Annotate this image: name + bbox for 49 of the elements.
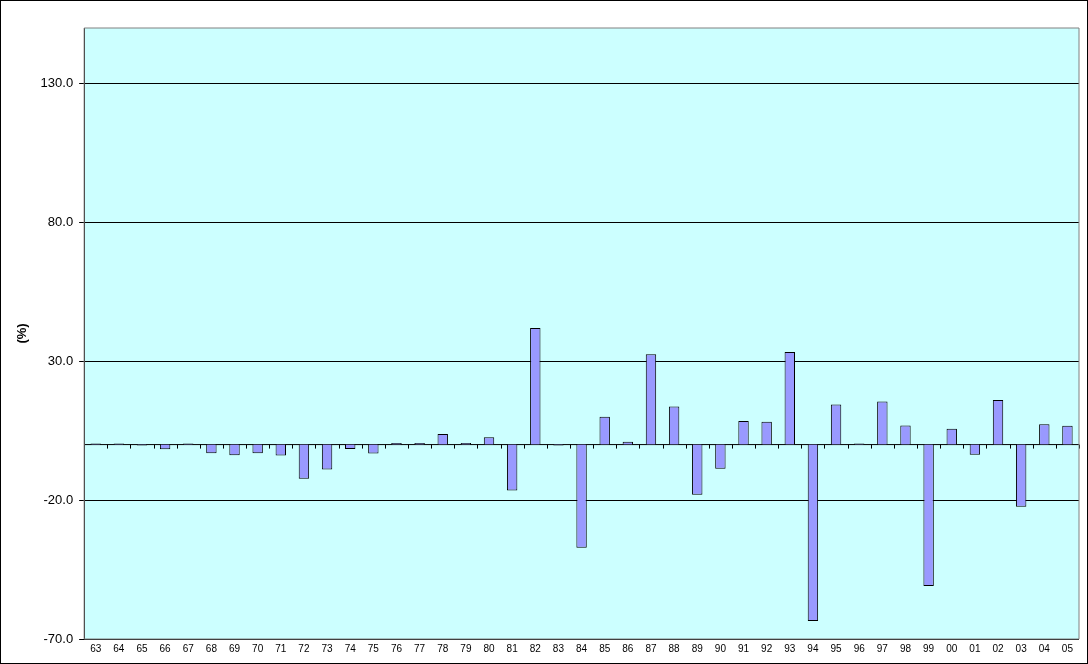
x-tick-label: 68 (205, 642, 218, 654)
x-tick-label: 83 (552, 642, 565, 654)
x-tick-label: 97 (876, 642, 889, 654)
x-tick-label: 96 (853, 642, 866, 654)
x-tick-label: 89 (691, 642, 704, 654)
x-tick-label: 78 (437, 642, 449, 654)
x-tick-label: 81 (506, 642, 519, 654)
x-tick-label: 76 (390, 642, 403, 654)
y-tick-label: 80.0 (47, 213, 74, 229)
x-tick-label: 99 (923, 642, 935, 654)
y-tick-label: -20.0 (43, 491, 74, 507)
y-tick-label: 30.0 (47, 352, 74, 368)
x-tick-label: 84 (576, 642, 588, 654)
x-tick-label: 93 (784, 642, 796, 654)
x-tick-label: 98 (899, 642, 912, 654)
x-tick-label: 95 (830, 642, 843, 654)
x-tick-label: 94 (807, 642, 819, 654)
x-tick-label: 91 (737, 642, 750, 654)
x-tick-label: 75 (367, 642, 380, 654)
x-tick-label: 90 (714, 642, 727, 654)
x-tick-label: 77 (414, 642, 426, 654)
y-tick-label: 130.0 (40, 75, 74, 91)
x-tick-label: 82 (529, 642, 542, 654)
x-tick-label: 69 (228, 642, 241, 654)
x-tick-label: 02 (992, 642, 1005, 654)
x-tick-label: 04 (1038, 642, 1051, 654)
y-axis-title: (%) (14, 323, 30, 344)
y-tick-label: -70.0 (43, 630, 74, 646)
x-tick-label: 03 (1015, 642, 1028, 654)
x-tick-label: 64 (113, 642, 125, 654)
x-tick-label: 79 (460, 642, 472, 654)
x-tick-label: 74 (344, 642, 357, 654)
x-tick-label: 63 (90, 642, 102, 654)
x-tick-label: 01 (969, 642, 981, 654)
x-tick-label: 72 (298, 642, 310, 654)
x-tick-label: 67 (182, 642, 195, 654)
x-tick-label: 00 (946, 642, 958, 654)
x-tick-label: 66 (159, 642, 172, 654)
x-tick-label: 65 (136, 642, 148, 654)
x-tick-label: 92 (761, 642, 773, 654)
x-tick-label: 86 (622, 642, 634, 654)
x-tick-label: 88 (668, 642, 681, 654)
x-tick-label: 70 (252, 642, 264, 654)
x-tick-label: 05 (1061, 642, 1074, 654)
x-tick-label: 85 (599, 642, 611, 654)
x-tick-label: 73 (321, 642, 334, 654)
x-tick-label: 87 (645, 642, 657, 654)
x-tick-label: 80 (483, 642, 496, 654)
x-tick-label: 71 (275, 642, 287, 654)
